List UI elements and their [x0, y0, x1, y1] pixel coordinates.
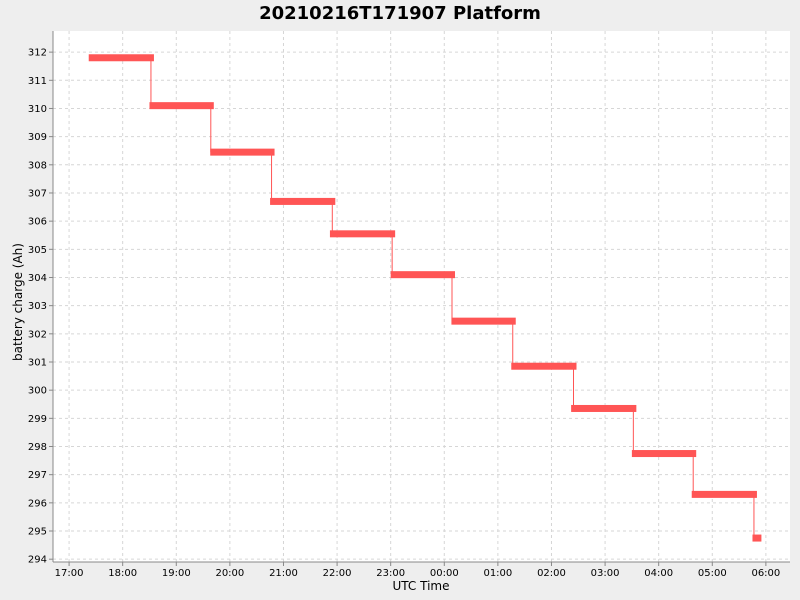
x-tick-label: 17:00 [55, 568, 84, 579]
y-tick-label: 301 [28, 357, 47, 368]
x-ticks: 17:00 18:00 19:00 20:00 21:00 22:00 23:00 00:00… [55, 562, 780, 579]
x-tick-label: 04:00 [644, 568, 673, 579]
y-tick-label: 294 [28, 555, 47, 566]
series-segment [210, 148, 275, 156]
y-tick-label: 297 [28, 470, 47, 481]
series-segment [390, 271, 455, 279]
y-tick-label: 296 [28, 498, 47, 509]
y-tick-label: 303 [28, 301, 47, 312]
y-tick-label: 307 [28, 188, 47, 199]
chart-title: 20210216T171907 Platform [259, 3, 541, 24]
y-tick-label: 310 [28, 104, 47, 115]
x-axis-label: UTC Time [393, 579, 450, 593]
series-segment [270, 197, 336, 205]
y-tick-label: 295 [28, 527, 47, 538]
x-tick-label: 01:00 [483, 568, 512, 579]
x-tick-label: 19:00 [162, 568, 191, 579]
x-tick-label: 05:00 [698, 568, 727, 579]
x-tick-label: 02:00 [537, 568, 566, 579]
y-tick-label: 308 [28, 160, 47, 171]
x-tick-label: 23:00 [376, 568, 405, 579]
series-segment [691, 490, 757, 498]
x-tick-label: 20:00 [215, 568, 244, 579]
x-tick-label: 18:00 [108, 568, 137, 579]
y-tick-label: 302 [28, 329, 47, 340]
y-tick-label: 299 [28, 414, 47, 425]
series-segment [511, 362, 577, 370]
y-tick-label: 298 [28, 442, 47, 453]
x-tick-label: 00:00 [430, 568, 459, 579]
y-tick-label: 304 [28, 273, 47, 284]
x-tick-label: 21:00 [269, 568, 298, 579]
series-segment [451, 317, 516, 325]
series-segment [752, 534, 762, 542]
x-tick-label: 06:00 [751, 568, 780, 579]
series-segment [88, 54, 154, 62]
series-battery-charge [88, 54, 762, 542]
series-segment [631, 450, 697, 458]
y-tick-label: 305 [28, 245, 47, 256]
y-tick-label: 312 [28, 48, 47, 59]
x-tick-label: 22:00 [323, 568, 352, 579]
y-tick-label: 306 [28, 217, 47, 228]
y-tick-label: 300 [28, 386, 47, 397]
y-axis-label: battery charge (Ah) [11, 243, 25, 361]
y-ticks: 294 295 296 297 298 299 300 301 302 303 304 305 306 3… [28, 48, 53, 566]
series-segment [329, 230, 396, 238]
y-tick-label: 311 [28, 76, 47, 87]
plot-area [53, 31, 790, 562]
y-tick-label: 309 [28, 132, 47, 143]
series-segment [571, 404, 637, 412]
series-segment [149, 102, 214, 110]
x-tick-label: 03:00 [591, 568, 620, 579]
